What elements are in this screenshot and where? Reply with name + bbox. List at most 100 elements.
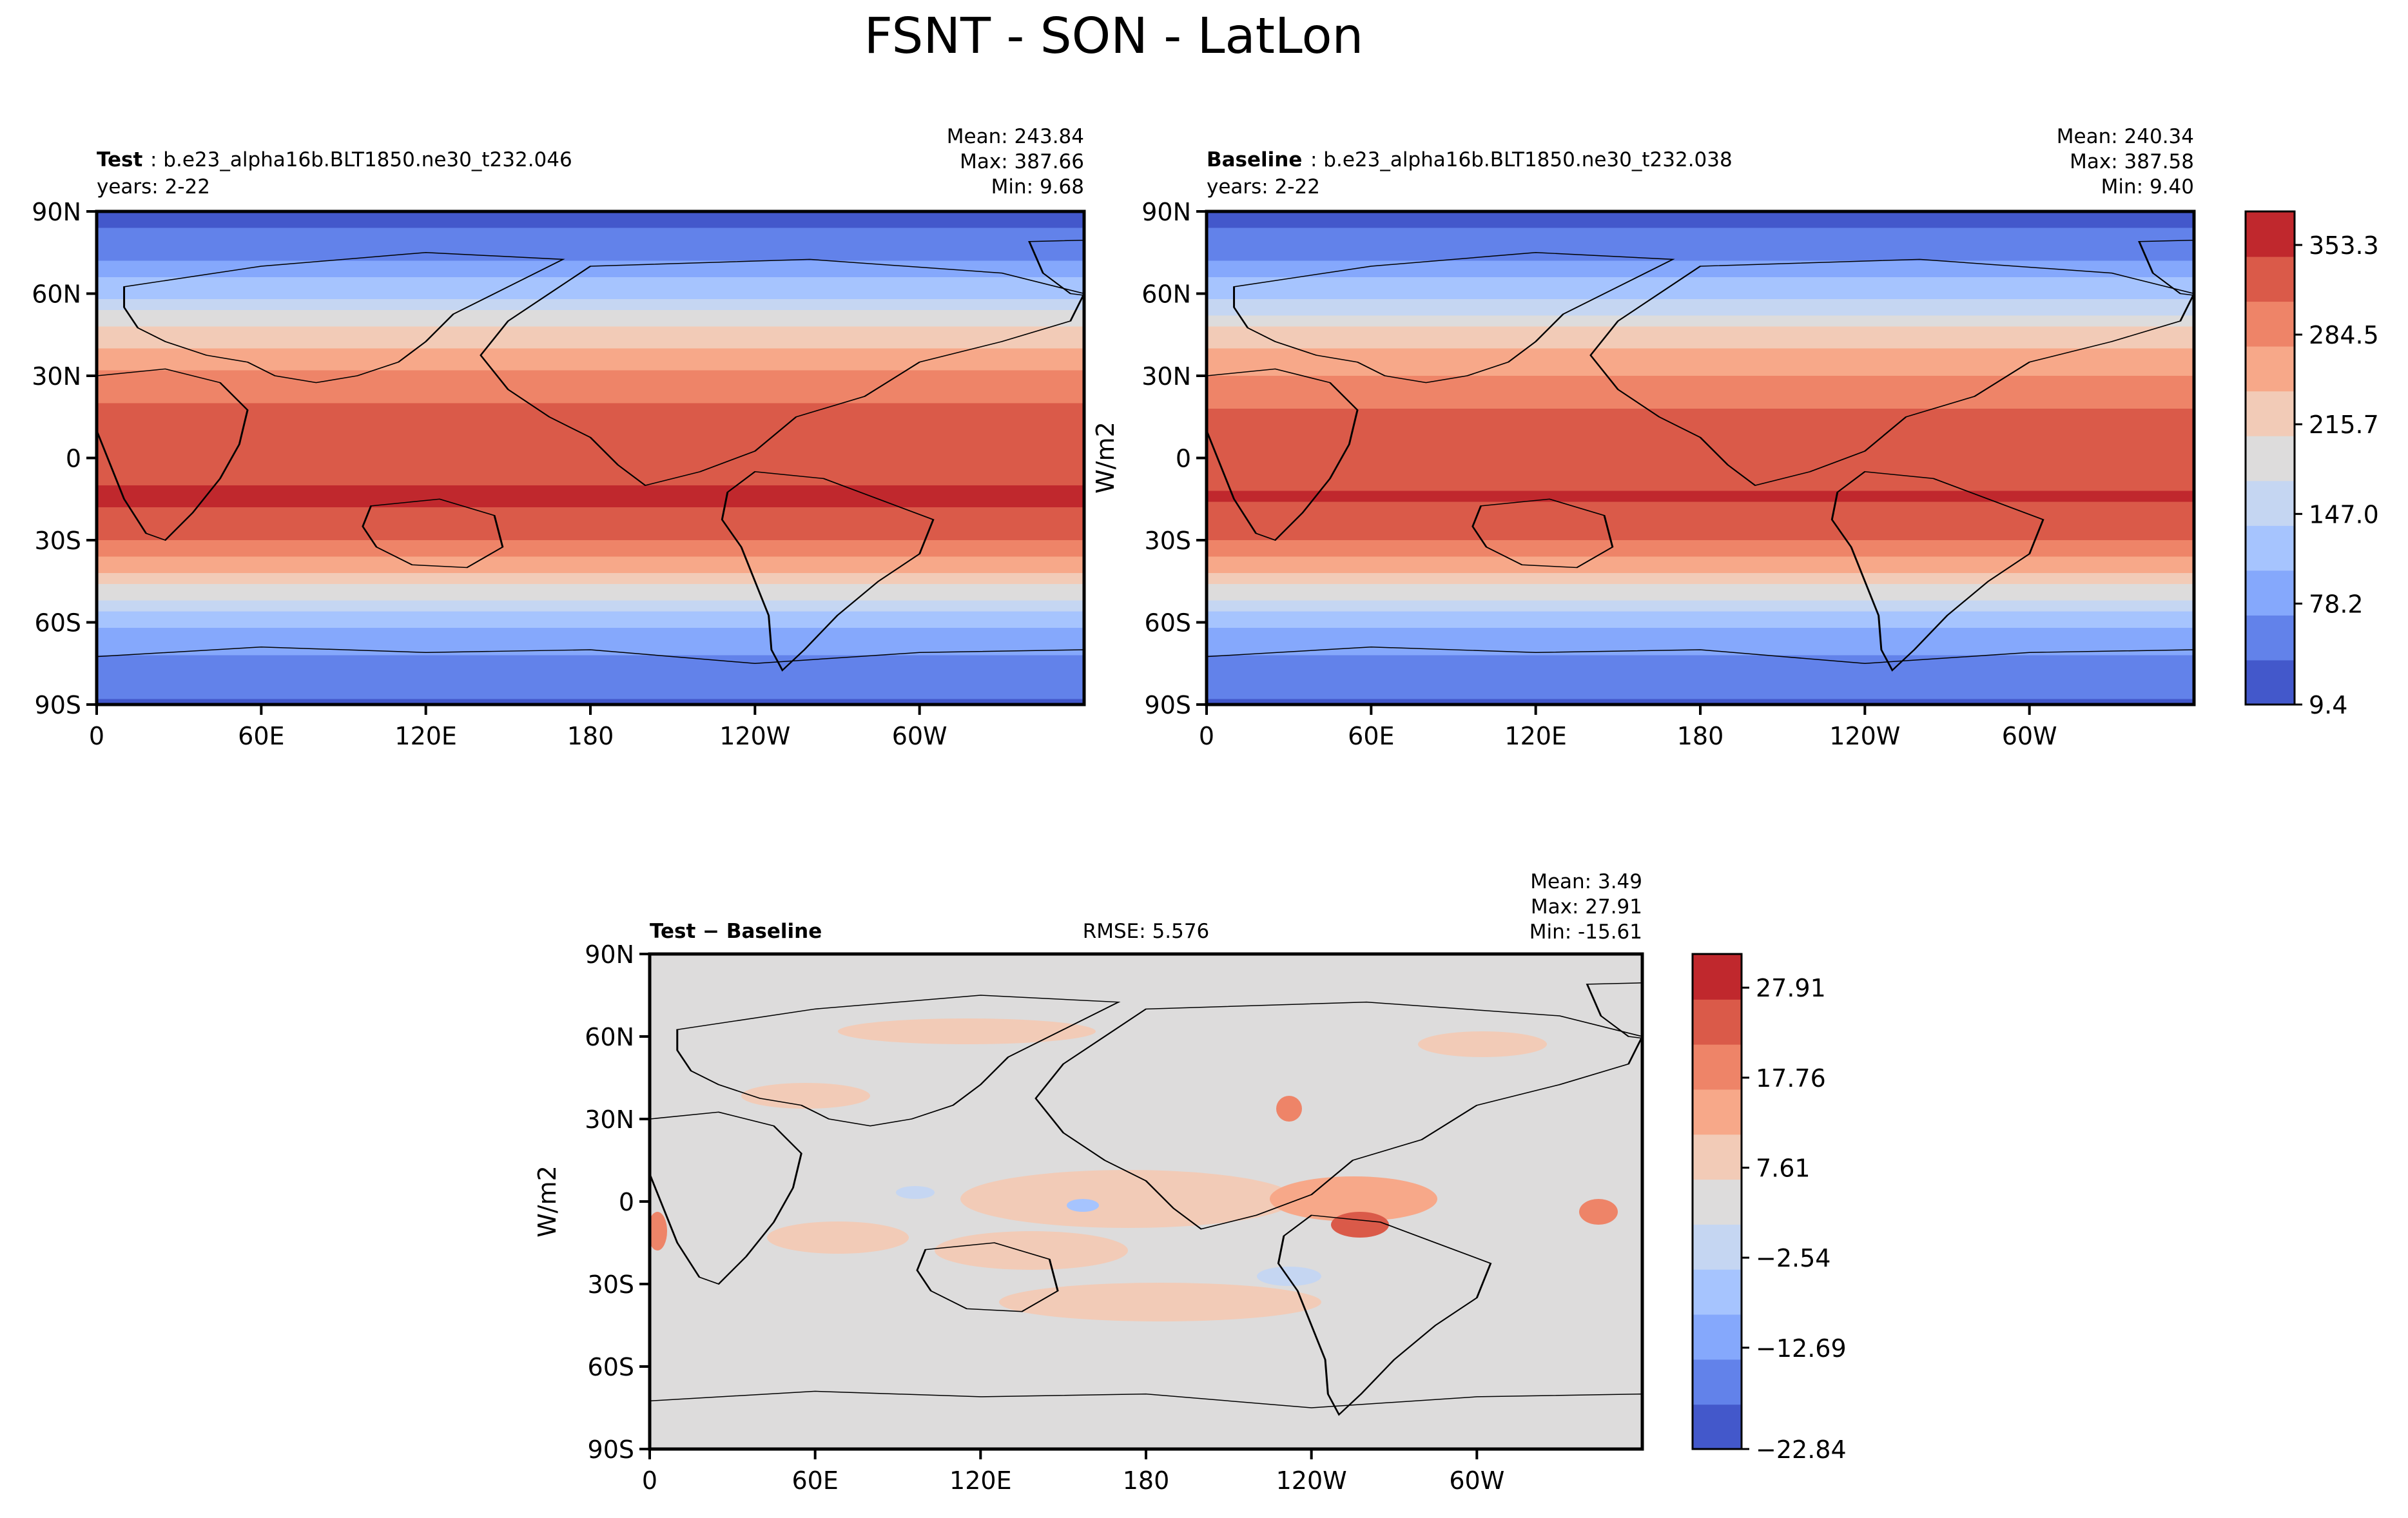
diff-patch — [741, 1083, 870, 1109]
field-band — [97, 387, 1084, 393]
field-band — [97, 409, 1084, 415]
field-band — [1207, 337, 2194, 344]
field-band — [1207, 392, 2194, 398]
colorbar-tick-label: 17.76 — [1756, 1064, 1826, 1093]
field-band — [1207, 447, 2194, 453]
diff-patch — [1276, 1096, 1302, 1122]
panel-diff-axes: 0 60E 120E 180 120W 60W 90N 60N 30N 0 30S 60S 90S — [585, 940, 1504, 1495]
field-band — [1207, 672, 2194, 678]
panel-test-field — [97, 211, 1084, 705]
field-band — [1207, 644, 2194, 650]
field-band — [1207, 452, 2194, 459]
y-tick-label: 0 — [66, 445, 81, 473]
y-tick-label: 90N — [1141, 198, 1191, 226]
field-band — [97, 255, 1084, 262]
field-band — [1207, 496, 2194, 503]
colorbar-diff-swatches — [1693, 954, 1742, 1450]
field-band — [97, 217, 1084, 223]
field-band — [1207, 683, 2194, 689]
panel-test-label-rest: : b.e23_alpha16b.BLT1850.ne30_t232.046 — [150, 148, 572, 171]
field-band — [1207, 600, 2194, 607]
field-band — [1207, 507, 2194, 514]
colorbar-tick-label: 284.5 — [2309, 321, 2379, 349]
x-tick-label: 60E — [238, 722, 284, 750]
field-band — [97, 650, 1084, 656]
field-band — [97, 507, 1084, 514]
colorbar-swatch — [2246, 525, 2295, 571]
field-band — [97, 463, 1084, 470]
field-band — [97, 414, 1084, 420]
colorbar-swatch — [1693, 1404, 1742, 1450]
field-band — [1207, 282, 2194, 289]
field-band — [1207, 255, 2194, 262]
field-band — [97, 365, 1084, 371]
field-band — [97, 617, 1084, 623]
field-band — [97, 370, 1084, 376]
field-band — [1207, 409, 2194, 415]
diff-patch — [767, 1221, 909, 1254]
y-tick-label: 30N — [32, 362, 81, 391]
y-tick-label: 60N — [585, 1023, 634, 1051]
field-band — [97, 469, 1084, 475]
colorbar-diff: 27.91 17.76 7.61 −2.54 −12.69 −22.84 — [1691, 953, 1847, 1464]
panel-baseline-years: years: 2-22 — [1207, 175, 1320, 199]
field-band — [1207, 381, 2194, 387]
panel-diff-mean: Mean: 3.49 — [1530, 870, 1642, 893]
field-band — [97, 282, 1084, 289]
field-band — [1207, 376, 2194, 382]
colorbar-swatch — [1693, 1359, 1742, 1405]
panel-diff-min: Min: -15.61 — [1529, 920, 1642, 944]
field-band — [1207, 677, 2194, 683]
x-tick-label: 0 — [1199, 722, 1214, 750]
field-band — [97, 310, 1084, 316]
field-band — [97, 655, 1084, 661]
field-band — [1207, 633, 2194, 639]
field-band — [97, 534, 1084, 541]
diff-patch — [896, 1186, 935, 1199]
colorbar-swatch — [2246, 211, 2295, 257]
field-band — [97, 392, 1084, 398]
field-band — [97, 672, 1084, 678]
field-band — [1207, 370, 2194, 376]
field-band — [97, 376, 1084, 382]
field-band — [1207, 699, 2194, 705]
field-band — [1207, 310, 2194, 316]
field-band — [97, 403, 1084, 409]
field-band — [1207, 420, 2194, 426]
field-band — [97, 359, 1084, 365]
colorbar-swatch — [2246, 614, 2295, 661]
field-band — [97, 249, 1084, 256]
colorbar-tick-label: 9.4 — [2309, 691, 2347, 719]
field-band — [1207, 277, 2194, 284]
field-band — [1207, 611, 2194, 618]
field-band — [1207, 529, 2194, 536]
field-band — [97, 677, 1084, 683]
field-band — [97, 611, 1084, 618]
field-band — [1207, 238, 2194, 245]
field-band — [97, 381, 1084, 387]
x-tick-label: 0 — [89, 722, 104, 750]
field-band — [1207, 534, 2194, 541]
colorbar-tick-label: 353.3 — [2309, 231, 2379, 260]
field-band — [97, 332, 1084, 338]
field-band — [97, 228, 1084, 234]
field-band — [97, 683, 1084, 689]
panel-diff: Test − Baseline RMSE: 5.576 Mean: 3.49 M… — [533, 870, 1644, 1495]
y-tick-label: 30N — [585, 1105, 634, 1134]
colorbar-abs-frame — [2244, 210, 2296, 706]
field-band — [1207, 211, 2194, 218]
panel-baseline-axes: 0 60E 120E 180 120W 60W 90N 60N 30N 0 30S 60S 90S — [1141, 198, 2057, 750]
field-band — [1207, 222, 2194, 229]
colorbar-abs: 353.3 284.5 215.7 147.0 78.2 9.4 — [2244, 210, 2379, 719]
field-band — [97, 260, 1084, 267]
x-tick-label: 120W — [719, 722, 790, 750]
field-band — [1207, 480, 2194, 486]
field-band — [1207, 469, 2194, 475]
field-band — [1207, 628, 2194, 634]
diff-patch — [960, 1170, 1296, 1228]
field-band — [1207, 321, 2194, 327]
field-band — [97, 562, 1084, 569]
field-band — [1207, 485, 2194, 492]
colorbar-swatch — [2246, 480, 2295, 526]
colorbar-swatch — [2246, 659, 2295, 705]
